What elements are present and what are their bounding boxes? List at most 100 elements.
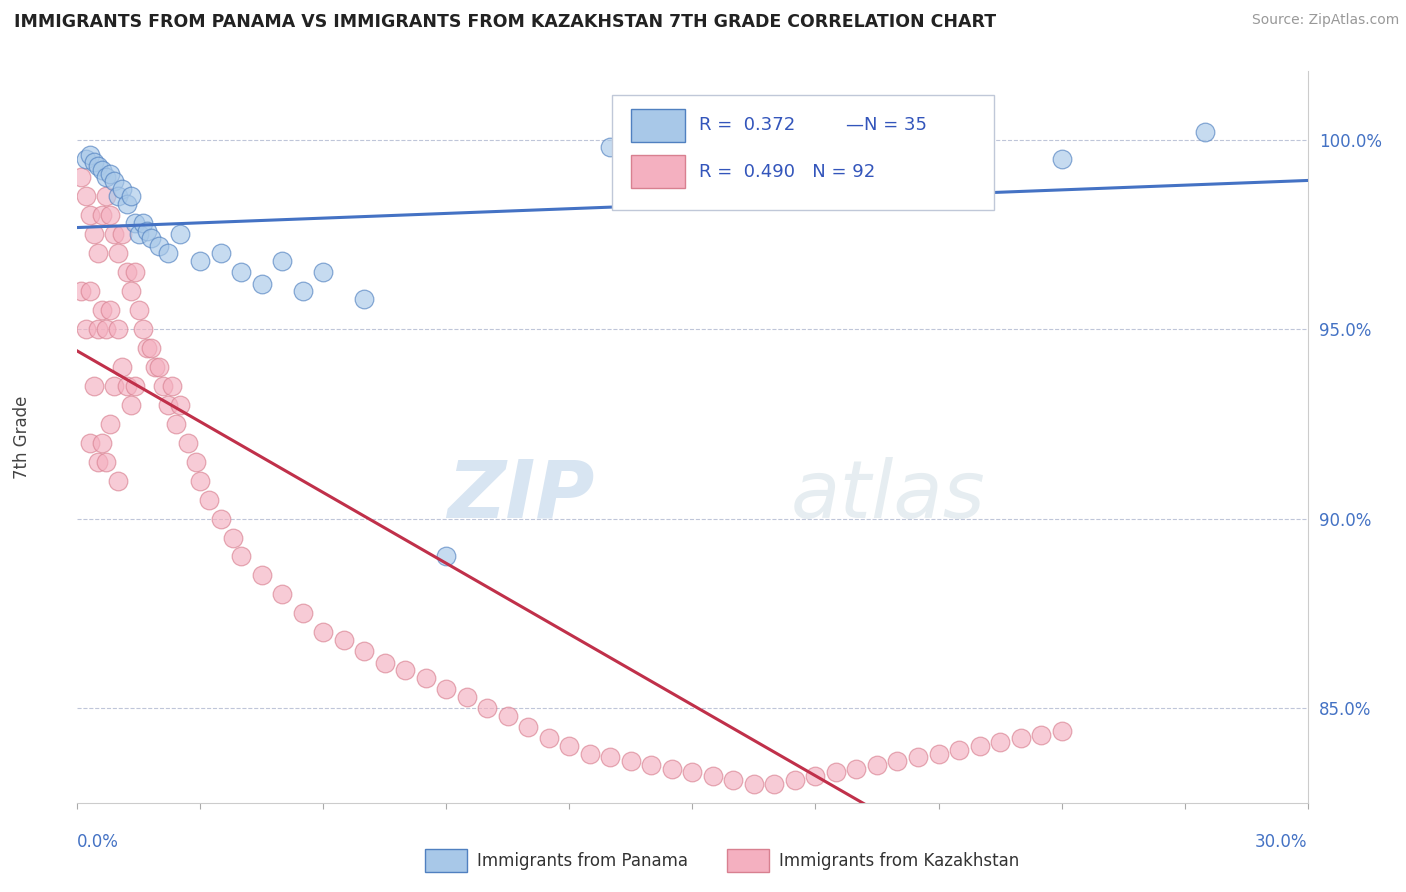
Point (87, 246, 110, 260)
Text: R =  0.490   N = 92: R = 0.490 N = 92 (699, 162, 875, 180)
Point (87, 322, 110, 336)
Point (115, 379, 138, 393)
Point (599, 140, 621, 154)
Point (291, 284, 314, 298)
Point (120, 189, 142, 203)
Point (558, 739, 581, 753)
Text: R =  0.372: R = 0.372 (699, 117, 794, 135)
Point (723, 773, 745, 788)
Point (374, 656, 396, 670)
FancyBboxPatch shape (631, 154, 685, 188)
Point (1050, 723, 1073, 738)
Point (160, 379, 183, 393)
Text: 30.0%: 30.0% (1256, 833, 1308, 851)
Point (436, 682, 458, 697)
Point (111, 359, 134, 374)
Point (107, 322, 129, 336)
Point (128, 303, 150, 318)
Point (866, 758, 889, 772)
Point (456, 690, 478, 704)
Point (886, 162, 908, 177)
Point (436, 549, 458, 564)
Point (1050, 152, 1073, 166)
Point (333, 632, 356, 647)
Point (136, 223, 159, 237)
Point (394, 663, 416, 677)
FancyBboxPatch shape (727, 849, 769, 872)
Point (640, 758, 662, 772)
Text: Source: ZipAtlas.com: Source: ZipAtlas.com (1251, 13, 1399, 28)
Point (143, 359, 166, 374)
Point (90, 208, 114, 222)
Point (115, 265, 138, 279)
Point (222, 531, 245, 545)
Point (75, 189, 97, 203)
Point (177, 435, 200, 450)
Point (186, 455, 208, 469)
Point (188, 253, 212, 268)
Point (94, 170, 117, 185)
Point (90, 435, 114, 450)
Point (79, 284, 101, 298)
Point (682, 765, 704, 780)
Point (141, 341, 163, 355)
Point (132, 322, 155, 336)
Point (599, 750, 621, 764)
Point (107, 246, 129, 260)
Point (107, 189, 129, 203)
Text: Immigrants from Panama: Immigrants from Panama (477, 852, 688, 870)
Point (98, 417, 121, 431)
FancyBboxPatch shape (426, 849, 467, 872)
Point (804, 769, 827, 783)
Point (165, 417, 187, 431)
Point (120, 398, 142, 412)
Point (928, 747, 950, 761)
Point (132, 216, 155, 230)
Point (70, 170, 93, 185)
Point (94, 322, 117, 336)
Text: Immigrants from Kazakhstan: Immigrants from Kazakhstan (779, 852, 1019, 870)
Point (124, 216, 146, 230)
Point (415, 671, 437, 685)
Point (1010, 731, 1032, 746)
Text: 7th Grade: 7th Grade (13, 395, 31, 479)
Point (188, 474, 212, 488)
Point (783, 773, 806, 788)
Point (103, 227, 125, 242)
FancyBboxPatch shape (631, 109, 685, 143)
Point (886, 754, 908, 768)
Point (231, 265, 253, 279)
Point (70, 284, 93, 298)
Point (90, 303, 114, 318)
Point (763, 147, 786, 161)
Point (742, 777, 765, 791)
Point (209, 246, 232, 260)
Point (87, 159, 110, 173)
Point (1194, 125, 1216, 139)
Point (948, 743, 970, 757)
Point (94, 189, 117, 203)
Point (94, 455, 117, 469)
Point (250, 277, 273, 291)
FancyBboxPatch shape (613, 95, 994, 211)
Point (312, 265, 335, 279)
Point (353, 644, 375, 658)
Text: atlas: atlas (792, 457, 986, 534)
Point (579, 747, 602, 761)
Point (353, 292, 375, 306)
Point (111, 227, 134, 242)
Point (83, 227, 105, 242)
Point (83, 155, 105, 169)
Point (103, 174, 125, 188)
Point (75, 322, 97, 336)
Text: ZIP: ZIP (447, 457, 595, 534)
Text: 0.0%: 0.0% (77, 833, 120, 851)
Point (496, 708, 519, 723)
Point (620, 754, 643, 768)
Point (825, 765, 848, 780)
Point (763, 777, 786, 791)
Point (312, 625, 335, 640)
Point (124, 379, 146, 393)
Point (250, 568, 273, 582)
Point (120, 284, 142, 298)
